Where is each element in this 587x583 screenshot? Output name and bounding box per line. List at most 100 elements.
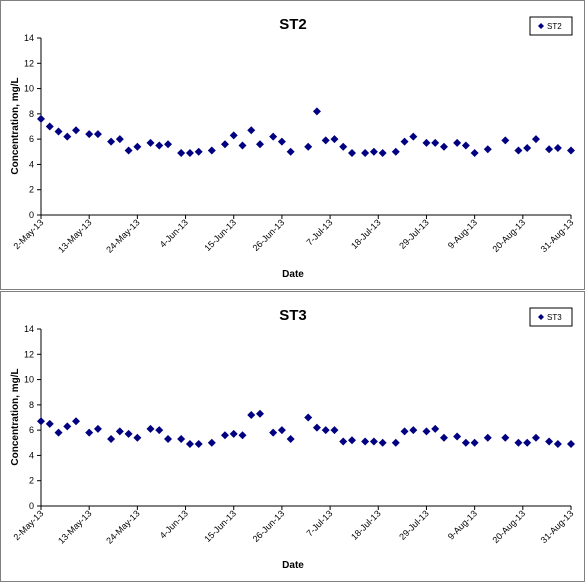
data-point [185,440,194,449]
x-tick-label: 31-Aug-13 [539,508,576,545]
data-point [453,432,462,441]
y-tick-label: 14 [24,33,34,43]
data-point [330,426,339,435]
data-point [207,438,216,447]
y-axis-label: Concentration, mg/L [10,368,21,465]
chart-title: ST3 [279,307,307,324]
data-point [194,440,203,449]
data-point [37,417,45,426]
data-point [164,434,173,443]
x-tick-label: 4-Jun-13 [158,217,190,249]
chart-st2: ST2 0 2 4 6 8 10 12 14 2-May-13 13-May-13 24-May-13… [10,16,575,280]
data-point [321,426,330,435]
data-point [85,130,94,139]
x-tick-label: 18-Jul-13 [349,508,383,542]
y-tick-label: 0 [29,210,34,220]
data-point [107,137,116,146]
data-point [207,146,216,155]
x-tick-label: 13-May-13 [56,217,93,254]
data-point [545,145,554,154]
data-point [133,433,142,442]
data-point [146,424,155,433]
x-tick-label: 4-Jun-13 [158,508,190,540]
data-point [461,141,470,150]
y-tick-label: 14 [24,324,34,334]
data-point [470,438,479,447]
data-point [369,147,378,156]
data-point [72,417,81,426]
data-point [177,434,186,443]
data-point [63,132,72,141]
data-point [107,434,116,443]
data-point [45,122,54,131]
data-point [409,426,418,435]
data-point [93,130,102,139]
data-point [514,146,523,155]
x-tick-label: 26-Jun-13 [251,508,287,544]
y-tick-label: 8 [29,109,34,119]
data-point [45,419,54,428]
y-axis-label: Concentration, mg/L [10,77,21,174]
data-point [400,137,409,146]
x-tick-label: 29-Jul-13 [397,217,431,251]
y-tick-label: 0 [29,501,34,511]
data-point [124,146,133,155]
y-tick-label: 2 [29,476,34,486]
data-point [501,136,510,145]
x-tick-label: 13-May-13 [56,508,93,545]
data-point [531,135,540,144]
data-point [256,140,265,149]
data-point [378,149,387,158]
data-point [514,438,523,447]
data-point [347,436,356,445]
data-point [85,428,94,437]
x-tick-label: 18-Jul-13 [349,217,383,251]
x-tick-label: 24-May-13 [104,508,141,545]
data-point [155,426,164,435]
y-tick-label: 4 [29,450,34,460]
data-point [369,437,378,446]
data-point [321,136,330,145]
data-point [185,149,194,158]
x-tick-label: 20-Aug-13 [490,508,527,545]
data-point [229,131,238,140]
legend-box [529,16,573,36]
y-tick-label: 2 [29,185,34,195]
data-point [361,149,370,158]
data-point [277,426,286,435]
data-point [545,437,554,446]
data-point [523,438,532,447]
data-point [247,410,256,419]
data-point [256,409,265,418]
data-point [304,413,313,422]
data-point [304,142,313,151]
data-point [567,440,575,449]
data-point [553,440,562,449]
data-point [177,149,186,158]
y-tick-label: 6 [29,134,34,144]
data-point [146,138,155,147]
legend-marker [538,314,544,320]
x-axis-label: Date [282,269,304,280]
data-point [164,140,173,149]
data-point [72,126,81,135]
data-point [347,149,356,158]
x-tick-label: 24-May-13 [104,217,141,254]
data-point [431,138,440,147]
data-point [37,114,45,123]
x-tick-label: 29-Jul-13 [397,508,431,542]
data-point [238,431,247,440]
data-point [501,433,510,442]
chart-title: ST2 [279,16,307,33]
data-point [391,438,400,447]
x-tick-label: 7-Jul-13 [304,217,334,247]
legend-marker [538,23,544,29]
data-point [378,438,387,447]
x-tick-label: 9-Aug-13 [446,217,479,250]
data-point [54,127,63,136]
data-point [93,424,102,433]
y-tick-label: 12 [24,349,34,359]
data-point [286,434,295,443]
chart-panel-st3: ST3 0 2 4 6 8 10 12 14 2-May-13 13-May-13 24-May-13… [0,291,585,582]
y-tick-label: 10 [24,375,34,385]
